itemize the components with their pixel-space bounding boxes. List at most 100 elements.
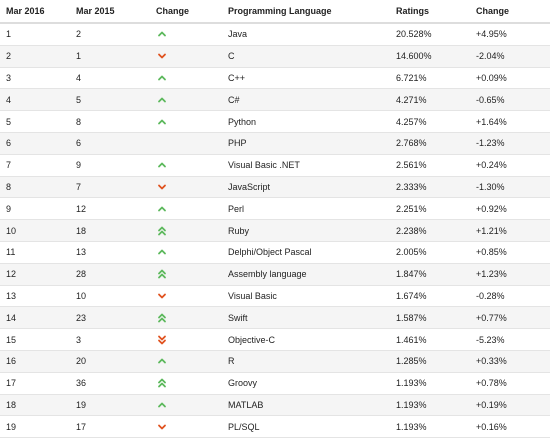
rank-2015: 12 xyxy=(70,197,150,221)
rating-change: +1.23% xyxy=(470,263,550,286)
rank-2016: 16 xyxy=(0,350,70,373)
rating-value: 4.257% xyxy=(390,110,470,133)
rank-2015: 18 xyxy=(70,219,150,242)
rating-value: 2.238% xyxy=(390,219,470,242)
header-ratings: Ratings xyxy=(390,0,470,24)
chevron-up-icon xyxy=(156,159,168,171)
table-row: 14 23 Swift 1.587% +0.77% xyxy=(0,306,550,330)
language-name: R xyxy=(222,350,390,373)
rating-value: 1.193% xyxy=(390,394,470,417)
rank-2016: 15 xyxy=(0,328,70,351)
rank-2015: 36 xyxy=(70,372,150,395)
rank-2015: 19 xyxy=(70,394,150,417)
rating-value: 1.193% xyxy=(390,372,470,395)
table-row: 17 36 Groovy 1.193% +0.78% xyxy=(0,372,550,395)
table-row: 2 1 C 14.600% -2.04% xyxy=(0,45,550,68)
rating-change: -0.65% xyxy=(470,88,550,112)
table-row: 13 10 Visual Basic 1.674% -0.28% xyxy=(0,285,550,308)
chevron-up-icon xyxy=(156,246,168,258)
trend-cell xyxy=(150,67,222,90)
trend-cell xyxy=(150,394,222,417)
language-name: Visual Basic xyxy=(222,285,390,308)
rank-2015: 9 xyxy=(70,154,150,177)
language-name: JavaScript xyxy=(222,176,390,199)
table-row: 19 17 PL/SQL 1.193% +0.16% xyxy=(0,415,550,438)
table-row: 18 19 MATLAB 1.193% +0.19% xyxy=(0,394,550,417)
trend-cell xyxy=(150,263,222,286)
language-name: Python xyxy=(222,110,390,133)
rank-2015: 23 xyxy=(70,306,150,330)
rating-value: 1.847% xyxy=(390,263,470,286)
table-row: 1 2 Java 20.528% +4.95% xyxy=(0,23,550,46)
language-name: C xyxy=(222,45,390,68)
rank-2015: 10 xyxy=(70,285,150,308)
rating-change: +1.64% xyxy=(470,110,550,133)
chevron-up-icon xyxy=(156,72,168,84)
language-name: C# xyxy=(222,88,390,112)
rank-2015: 5 xyxy=(70,88,150,112)
rating-value: 1.193% xyxy=(390,415,470,438)
language-name: Assembly language xyxy=(222,263,390,286)
rank-2015: 8 xyxy=(70,110,150,133)
table-row: 11 13 Delphi/Object Pascal 2.005% +0.85% xyxy=(0,241,550,264)
header-change: Change xyxy=(470,0,550,24)
rank-2015: 2 xyxy=(70,23,150,46)
rank-2016: 1 xyxy=(0,23,70,46)
rank-2016: 5 xyxy=(0,110,70,133)
rank-2016: 19 xyxy=(0,415,70,438)
trend-cell xyxy=(150,88,222,112)
table-row: 6 6 PHP 2.768% -1.23% xyxy=(0,132,550,155)
header-mar-2016: Mar 2016 xyxy=(0,0,70,24)
rating-change: +0.92% xyxy=(470,197,550,221)
header-change-arrow: Change xyxy=(150,0,222,24)
rating-value: 1.285% xyxy=(390,350,470,373)
rating-value: 2.333% xyxy=(390,176,470,199)
double-chevron-up-icon xyxy=(156,225,168,237)
trend-cell xyxy=(150,415,222,438)
rating-change: -2.04% xyxy=(470,45,550,68)
rating-value: 14.600% xyxy=(390,45,470,68)
language-name: Java xyxy=(222,23,390,46)
table-row: 8 7 JavaScript 2.333% -1.30% xyxy=(0,176,550,199)
language-name: Swift xyxy=(222,306,390,330)
trend-cell xyxy=(150,154,222,177)
chevron-up-icon xyxy=(156,94,168,106)
rank-2016: 11 xyxy=(0,241,70,264)
chevron-down-icon xyxy=(156,50,168,62)
header-mar-2015: Mar 2015 xyxy=(70,0,150,24)
rank-2016: 7 xyxy=(0,154,70,177)
table-row: 15 3 Objective-C 1.461% -5.23% xyxy=(0,328,550,351)
rating-value: 20.528% xyxy=(390,23,470,46)
language-name: Perl xyxy=(222,197,390,221)
header-language: Programming Language xyxy=(222,0,390,24)
trend-cell xyxy=(150,45,222,68)
trend-cell xyxy=(150,132,222,155)
rank-2016: 8 xyxy=(0,176,70,199)
rating-value: 4.271% xyxy=(390,88,470,112)
table-row: 3 4 C++ 6.721% +0.09% xyxy=(0,67,550,90)
rating-change: -1.23% xyxy=(470,132,550,155)
chevron-up-icon xyxy=(156,28,168,40)
rating-value: 2.768% xyxy=(390,132,470,155)
table-row: 4 5 C# 4.271% -0.65% xyxy=(0,88,550,112)
chevron-up-icon xyxy=(156,399,168,411)
chevron-up-icon xyxy=(156,116,168,128)
rank-2015: 13 xyxy=(70,241,150,264)
table-row: 12 28 Assembly language 1.847% +1.23% xyxy=(0,263,550,286)
rank-2016: 6 xyxy=(0,132,70,155)
rating-change: +1.21% xyxy=(470,219,550,242)
trend-cell xyxy=(150,328,222,351)
rating-change: +0.33% xyxy=(470,350,550,373)
double-chevron-down-icon xyxy=(156,334,168,346)
rank-2015: 3 xyxy=(70,328,150,351)
trend-cell xyxy=(150,372,222,395)
rating-change: -1.30% xyxy=(470,176,550,199)
rank-2015: 1 xyxy=(70,45,150,68)
rating-value: 2.561% xyxy=(390,154,470,177)
rank-2016: 18 xyxy=(0,394,70,417)
trend-cell xyxy=(150,350,222,373)
rank-2015: 6 xyxy=(70,132,150,155)
chevron-up-icon xyxy=(156,355,168,367)
rank-2016: 13 xyxy=(0,285,70,308)
